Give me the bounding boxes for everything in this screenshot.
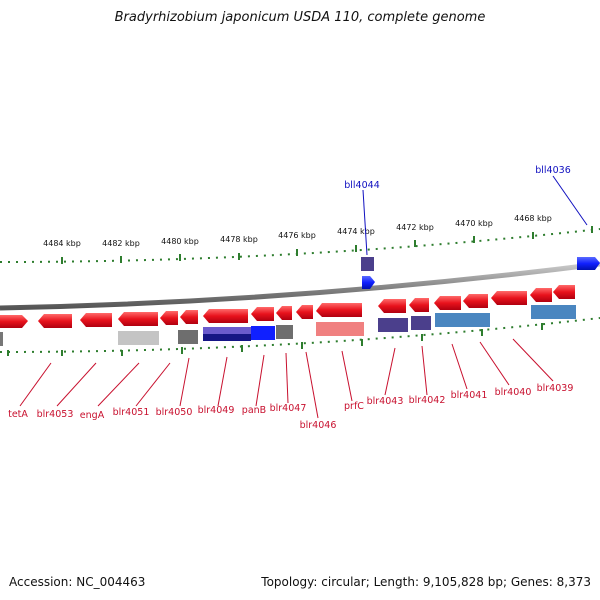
gene-blr4041b[interactable] xyxy=(463,294,488,308)
accession-label: Accession: xyxy=(9,575,73,589)
gene-bll4036[interactable] xyxy=(577,257,600,270)
gene-label-blr4043[interactable]: blr4043 xyxy=(367,396,404,407)
gene-labels: tetA blr4053 engA blr4051 blr4050 blr4049 panB… xyxy=(8,165,573,431)
gene-blr4039[interactable] xyxy=(530,288,552,302)
scale-label: 4482 kbp xyxy=(102,239,140,248)
gene-label-blr4046[interactable]: blr4046 xyxy=(300,420,337,431)
genes-value: 8,373 xyxy=(556,575,591,589)
gene-label-panB[interactable]: panB xyxy=(242,405,266,416)
gene-label-blr4041[interactable]: blr4041 xyxy=(451,390,488,401)
scale-label: 4470 kbp xyxy=(455,219,493,228)
gene-blr4050a[interactable] xyxy=(160,311,178,325)
gene-blr4041[interactable] xyxy=(434,296,461,310)
gene-label-blr4050[interactable]: blr4050 xyxy=(156,407,193,418)
gene-panB[interactable] xyxy=(251,307,274,321)
gene-blr4047[interactable] xyxy=(276,306,292,320)
genes-label: Genes: xyxy=(510,575,553,589)
gene-blr4046[interactable] xyxy=(296,305,313,319)
genome-backbone xyxy=(0,261,600,311)
scale-labels: 4484 kbp 4482 kbp 4480 kbp 4478 kbp 4476 kbp… xyxy=(43,214,552,248)
topology-label: Topology: xyxy=(261,575,318,589)
gene-tetA[interactable] xyxy=(0,315,28,328)
scale-label: 4472 kbp xyxy=(396,223,434,232)
gene-bll4044-cog[interactable] xyxy=(361,257,374,271)
forward-cog-track xyxy=(0,305,576,346)
gene-blr4053[interactable] xyxy=(38,314,72,328)
label-leaders-red xyxy=(19,338,554,419)
gene-label-engA[interactable]: engA xyxy=(80,410,105,421)
accession-text: Accession: NC_004463 xyxy=(9,575,145,589)
topology-value: circular xyxy=(321,575,366,589)
gene-label-bll4044[interactable]: bll4044 xyxy=(344,180,380,191)
scale-label: 4468 kbp xyxy=(514,214,552,223)
gene-bll4044[interactable] xyxy=(362,276,375,289)
forward-genes xyxy=(0,285,575,328)
label-leaders-blue xyxy=(362,175,588,256)
gene-label-blr4042[interactable]: blr4042 xyxy=(409,395,446,406)
scale-label: 4480 kbp xyxy=(161,237,199,246)
gene-label-blr4039[interactable]: blr4039 xyxy=(537,383,574,394)
length-value: 9,105,828 bp xyxy=(422,575,503,589)
gene-label-blr4049[interactable]: blr4049 xyxy=(198,405,235,416)
gene-prfC[interactable] xyxy=(316,303,362,317)
gene-blr4040[interactable] xyxy=(491,291,527,305)
gene-blr4050[interactable] xyxy=(180,310,198,324)
major-ticks xyxy=(61,226,593,264)
gene-label-prfC[interactable]: prfC xyxy=(344,401,364,412)
accession-value: NC_004463 xyxy=(76,575,146,589)
reverse-genes xyxy=(361,257,600,289)
gene-label-blr4047[interactable]: blr4047 xyxy=(270,403,307,414)
gene-blr4051[interactable] xyxy=(118,312,158,326)
gene-label-bll4036[interactable]: bll4036 xyxy=(535,165,571,176)
lower-major-ticks xyxy=(7,323,543,356)
gene-label-tetA[interactable]: tetA xyxy=(8,409,28,420)
scale-label: 4474 kbp xyxy=(337,227,375,236)
length-label: Length: xyxy=(373,575,420,589)
scale-label: 4484 kbp xyxy=(43,239,81,248)
scale-label: 4476 kbp xyxy=(278,231,316,240)
gene-label-blr4040[interactable]: blr4040 xyxy=(495,387,532,398)
map-title: Bradyrhizobium japonicum USDA 110, compl… xyxy=(114,10,486,25)
gene-label-blr4053[interactable]: blr4053 xyxy=(37,409,74,420)
scale-label: 4478 kbp xyxy=(220,235,258,244)
gene-label-blr4051[interactable]: blr4051 xyxy=(113,407,150,418)
gene-blr4049[interactable] xyxy=(203,309,248,323)
gene-blr4043[interactable] xyxy=(378,299,406,313)
gene-engA[interactable] xyxy=(80,313,112,327)
gene-blr4042[interactable] xyxy=(409,298,429,312)
genome-summary: Topology: circular; Length: 9,105,828 bp… xyxy=(261,575,591,589)
gene-blr4039b[interactable] xyxy=(553,285,575,299)
